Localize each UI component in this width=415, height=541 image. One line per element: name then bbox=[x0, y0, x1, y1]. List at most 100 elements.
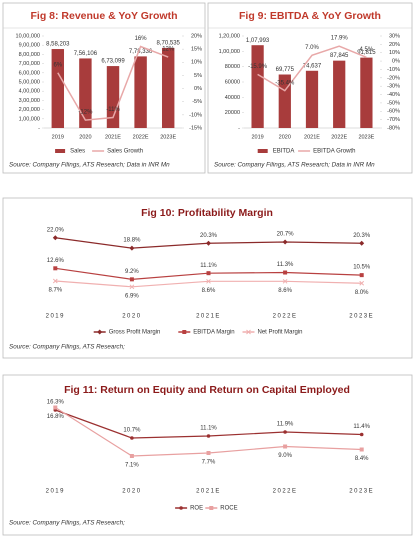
marker bbox=[129, 454, 134, 458]
data-label: 12% bbox=[162, 47, 175, 53]
data-label: 91,815 bbox=[357, 50, 376, 56]
y2-tick-label: 5% bbox=[194, 73, 202, 79]
bar bbox=[161, 47, 175, 128]
x-tick-label: 2019 bbox=[251, 134, 263, 140]
marker bbox=[129, 284, 135, 290]
data-label: 69,775 bbox=[276, 67, 295, 73]
data-label: 4.5% bbox=[360, 47, 374, 53]
y-tick-label: 7,00,000 bbox=[19, 61, 40, 67]
x-tick-label: 2020 bbox=[279, 134, 291, 140]
y-tick-label: 10,00,000 bbox=[16, 33, 40, 39]
marker bbox=[53, 266, 58, 271]
marker bbox=[359, 447, 364, 452]
data-label: 8.6% bbox=[278, 288, 292, 294]
y2-tick-label: -60% bbox=[387, 109, 400, 115]
data-label: 16.3% bbox=[47, 400, 65, 406]
data-label: -15.9% bbox=[248, 64, 268, 70]
panel-border bbox=[2, 374, 413, 536]
x-tick-label: 2020 bbox=[79, 134, 91, 140]
legend-swatch bbox=[257, 149, 268, 153]
y-tick-label: 8,00,000 bbox=[19, 52, 40, 58]
legend-marker bbox=[246, 329, 251, 335]
data-label: 7,78,336 bbox=[129, 49, 153, 55]
legend-label: Net Profit Margin bbox=[258, 330, 303, 336]
data-label: 8.0% bbox=[355, 290, 369, 296]
data-label: 8.4% bbox=[355, 456, 369, 462]
marker bbox=[130, 436, 134, 440]
y2-tick-label: 30% bbox=[389, 33, 400, 39]
x-tick-label: 2023E bbox=[349, 314, 374, 320]
data-label: 74,637 bbox=[303, 63, 322, 69]
data-label: 11.4% bbox=[353, 424, 370, 430]
y2-tick-label: 15% bbox=[191, 47, 202, 53]
marker bbox=[359, 273, 364, 278]
data-label: 8,70,535 bbox=[157, 40, 181, 46]
y-tick-label: - bbox=[238, 125, 240, 131]
line bbox=[57, 45, 169, 121]
data-label: 11.9% bbox=[277, 422, 294, 428]
bar bbox=[134, 56, 147, 128]
legend-label: EBITDA Growth bbox=[313, 149, 355, 155]
data-label: 87,845 bbox=[330, 53, 349, 59]
marker bbox=[206, 278, 211, 284]
marker bbox=[359, 432, 364, 437]
data-label: 16% bbox=[135, 36, 148, 42]
bar bbox=[305, 70, 319, 128]
legend-label: Sales Growth bbox=[107, 149, 143, 155]
x-tick-label: 2021E bbox=[196, 314, 221, 320]
bar bbox=[106, 66, 120, 128]
marker bbox=[282, 239, 288, 245]
data-label: 6,73,099 bbox=[101, 59, 125, 65]
y2-tick-label: -10% bbox=[189, 112, 202, 118]
x-tick-label: 2019 bbox=[46, 489, 65, 495]
data-label: 7.7% bbox=[202, 460, 216, 466]
y-tick-label: 1,00,000 bbox=[19, 116, 40, 122]
data-label: 12.6% bbox=[47, 258, 65, 264]
data-label: 18.8% bbox=[123, 238, 141, 244]
y-tick-label: 40000 bbox=[225, 95, 240, 101]
marker bbox=[206, 451, 211, 455]
x-tick-label: 2020 bbox=[122, 489, 141, 495]
panel-border bbox=[2, 2, 206, 174]
y-tick-label: 20000 bbox=[225, 110, 240, 116]
x-tick-label: 2022E bbox=[331, 134, 347, 140]
marker bbox=[206, 271, 211, 276]
legend-label: Gross Profit Margin bbox=[109, 330, 161, 336]
bar bbox=[79, 58, 92, 128]
y-tick-label: 2,00,000 bbox=[19, 107, 40, 113]
y2-tick-label: 20% bbox=[191, 33, 202, 39]
y2-tick-label: -15% bbox=[189, 125, 202, 131]
marker bbox=[282, 278, 288, 284]
source-note: Source: Company Filings, ATS Research; bbox=[9, 344, 125, 351]
data-label: -11% bbox=[106, 107, 120, 113]
data-label: 8.7% bbox=[48, 288, 62, 294]
legend-label: ROE bbox=[190, 506, 203, 512]
y-tick-label: 6,00,000 bbox=[19, 70, 40, 76]
legend-swatch bbox=[55, 149, 66, 153]
marker bbox=[129, 245, 135, 251]
marker bbox=[52, 278, 58, 284]
data-label: 17.9% bbox=[331, 36, 349, 42]
data-label: 20.3% bbox=[353, 233, 371, 239]
y2-tick-label: -20% bbox=[387, 75, 400, 81]
data-label: 6.9% bbox=[125, 293, 139, 299]
data-label: 7,56,106 bbox=[74, 51, 98, 57]
y2-tick-label: 0% bbox=[194, 86, 202, 92]
y2-tick-label: 20% bbox=[389, 42, 400, 48]
marker bbox=[283, 270, 288, 275]
y2-tick-label: 10% bbox=[389, 50, 400, 56]
bar bbox=[360, 57, 373, 128]
x-tick-label: 2022E bbox=[273, 314, 298, 320]
y2-tick-label: -80% bbox=[387, 125, 400, 131]
data-label: 8.6% bbox=[202, 288, 216, 294]
y-tick-label: 4,00,000 bbox=[19, 89, 40, 95]
data-label: -12% bbox=[78, 110, 93, 116]
legend-label: ROCE bbox=[220, 506, 237, 512]
legend-marker bbox=[182, 330, 187, 334]
y2-tick-label: -30% bbox=[387, 84, 400, 90]
y-tick-label: 60000 bbox=[225, 79, 240, 85]
chart-title: Fig 8: Revenue & YoY Growth bbox=[30, 10, 177, 22]
y2-tick-label: -70% bbox=[387, 117, 400, 123]
data-label: 16.8% bbox=[47, 414, 65, 420]
